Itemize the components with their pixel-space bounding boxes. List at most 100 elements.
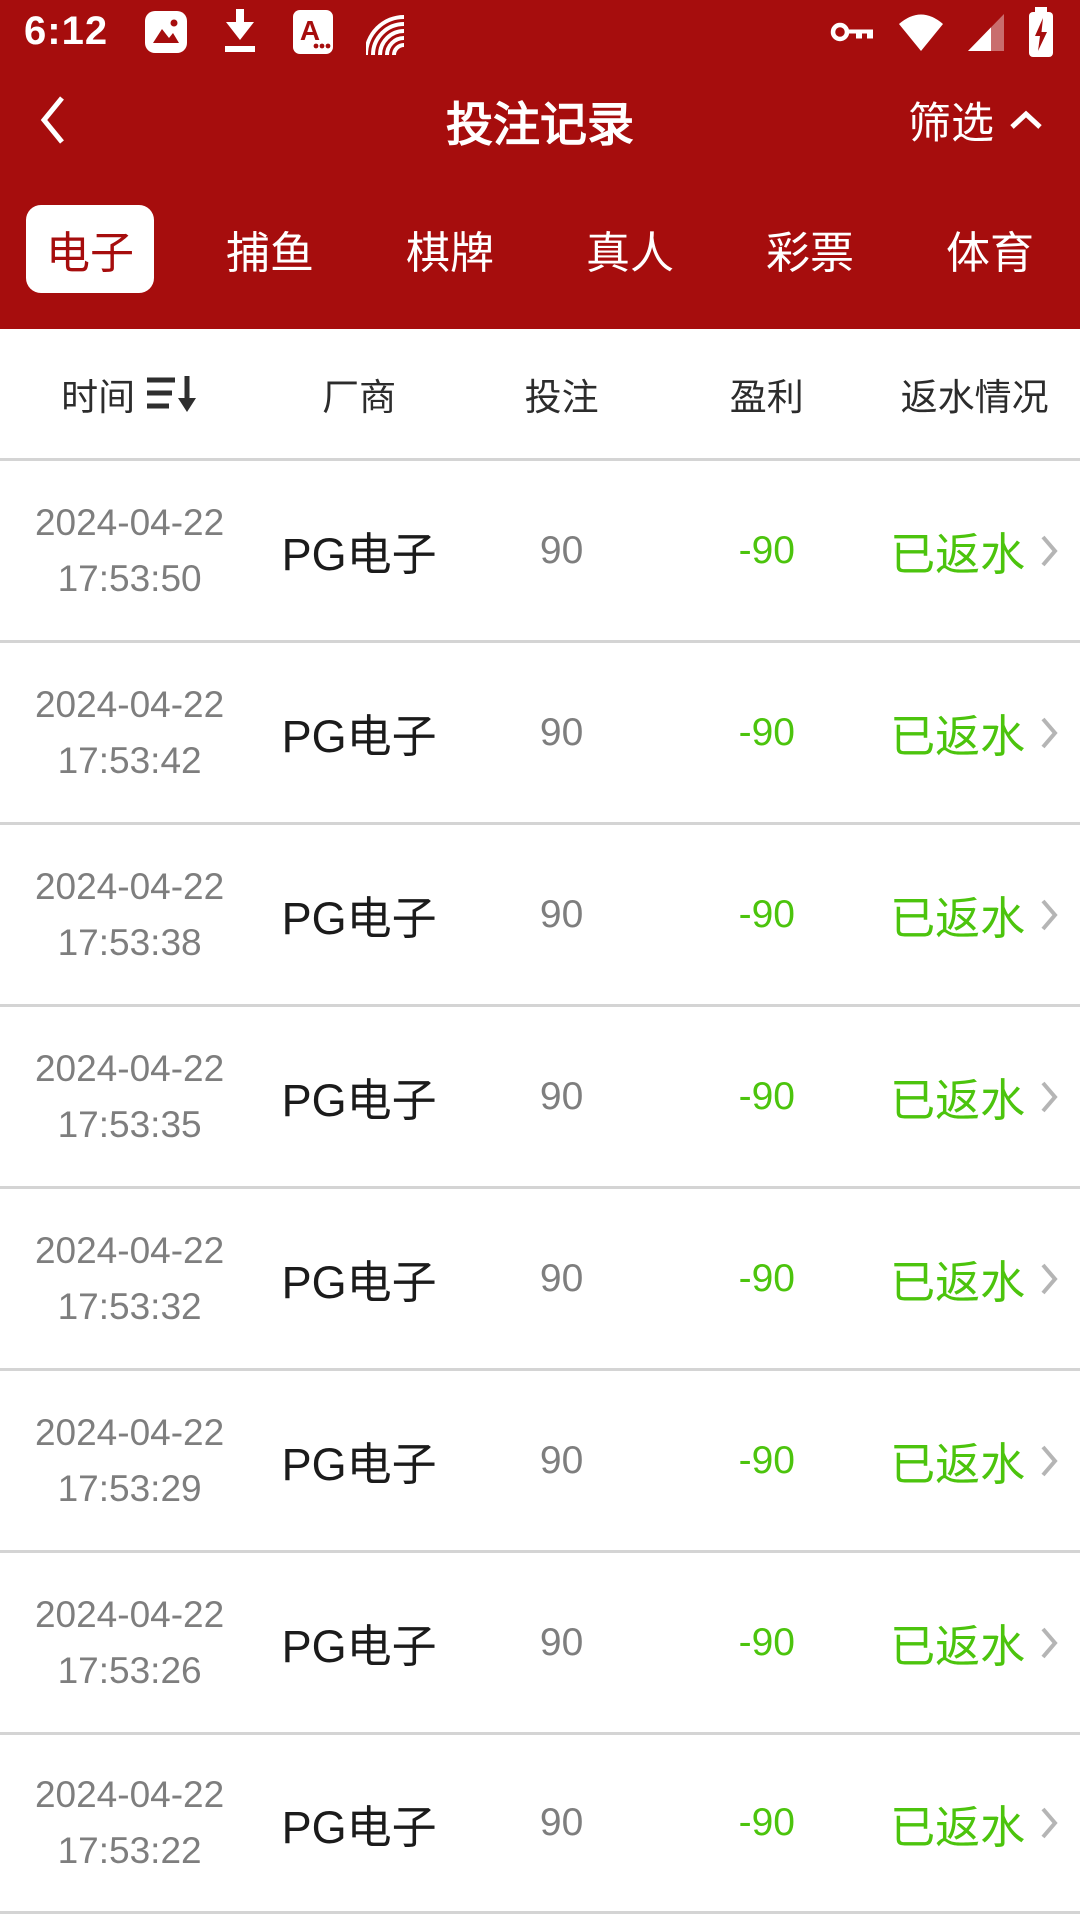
chevron-right-icon [1041,1807,1058,1839]
table-row[interactable]: 2024-04-22 17:53:38 PG电子 90 -90 已返水 [0,822,1080,1004]
chevron-right-icon [1041,717,1058,748]
tab-label: 彩票 [766,229,854,278]
records-list: 2024-04-22 17:53:50 PG电子 90 -90 已返水 2024… [0,458,1080,1914]
row-rebate-status[interactable]: 已返水 [869,882,1080,947]
chevron-right-icon [1041,1627,1058,1658]
row-date-text: 2024-04-22 [34,1229,225,1271]
row-time-text: 17:53:50 [57,557,202,599]
row-date-text: 2024-04-22 [34,1047,225,1089]
row-time: 2024-04-22 17:53:26 [0,1587,259,1699]
photo-icon [145,10,188,53]
a-app-icon: A [293,9,334,54]
row-bet-amount: 90 [539,528,584,572]
tab-item[interactable]: 真人 [566,205,694,293]
row-rebate-status[interactable]: 已返水 [869,518,1080,583]
row-rebate-status[interactable]: 已返水 [869,1428,1080,1493]
column-header-time-label: 时间 [61,376,136,418]
column-header-rebate: 返水情况 [900,376,1049,418]
row-bet-amount: 90 [539,1438,584,1482]
row-rebate-status[interactable]: 已返水 [869,1064,1080,1129]
table-row[interactable]: 2024-04-22 17:53:42 PG电子 90 -90 已返水 [0,640,1080,822]
row-bet-amount: 90 [539,710,584,754]
row-time-text: 17:53:42 [57,739,202,781]
wifi-icon [899,14,943,51]
chevron-right-icon [1041,1081,1058,1112]
row-time-text: 17:53:26 [57,1649,202,1691]
category-tab-bar: 电子 捕鱼 棋牌 真人 彩票 体育 [0,177,1080,329]
row-bet-amount: 90 [539,1074,584,1118]
row-time-text: 17:53:22 [57,1830,202,1871]
page-title: 投注记录 [446,97,634,151]
sort-descending-icon [147,375,197,412]
column-header-bet: 投注 [524,376,599,418]
filter-button[interactable]: 筛选 [908,89,1044,151]
row-vendor: PG电子 [281,1257,437,1308]
tab-item[interactable]: 彩票 [746,205,874,293]
status-time: 6:12 [24,9,109,53]
chevron-up-icon [1010,110,1042,129]
rebate-status-label: 已返水 [890,529,1026,580]
row-vendor: PG电子 [281,1075,437,1126]
svg-text:A: A [300,15,320,46]
row-vendor: PG电子 [281,1621,437,1672]
rebate-status-label: 已返水 [890,1801,1026,1853]
row-time: 2024-04-22 17:53:29 [0,1405,259,1517]
column-header-time[interactable]: 时间 [0,367,259,421]
tab-item[interactable]: 棋牌 [386,205,514,293]
tab-label: 体育 [946,229,1034,278]
table-row[interactable]: 2024-04-22 17:53:50 PG电子 90 -90 已返水 [0,458,1080,640]
row-profit: -90 [738,710,795,754]
row-profit: -90 [738,1801,795,1844]
row-bet-amount: 90 [539,892,584,936]
chevron-right-icon [1041,1263,1058,1294]
row-time: 2024-04-22 17:53:42 [0,677,259,789]
row-vendor: PG电子 [281,1439,437,1490]
table-row[interactable]: 2024-04-22 17:53:22 PG电子 90 -90 已返水 [0,1732,1080,1914]
row-time: 2024-04-22 17:53:35 [0,1041,259,1153]
row-date-text: 2024-04-22 [34,865,225,907]
tab-item[interactable]: 电子 [26,205,154,293]
rebate-status-label: 已返水 [890,1257,1026,1308]
tab-label: 真人 [586,229,674,278]
status-left-icons: A [144,8,408,56]
row-time: 2024-04-22 17:53:32 [0,1223,259,1335]
row-profit: -90 [738,1438,795,1482]
download-icon [225,8,256,52]
row-rebate-status[interactable]: 已返水 [869,1246,1080,1311]
row-vendor: PG电子 [281,529,437,580]
row-profit: -90 [738,1256,795,1300]
row-rebate-status[interactable]: 已返水 [869,1791,1080,1856]
row-rebate-status[interactable]: 已返水 [869,1610,1080,1675]
rebate-status-label: 已返水 [890,1439,1026,1490]
chevron-right-icon [1041,899,1058,930]
tab-item[interactable]: 捕鱼 [206,205,334,293]
fingerprint-icon [366,14,405,55]
row-time-text: 17:53:38 [57,921,202,963]
back-icon[interactable] [36,92,70,148]
nav-bar: 投注记录 筛选 [0,63,1080,177]
status-bar: 6:12 A [0,0,1080,63]
row-date-text: 2024-04-22 [34,1774,225,1815]
tab-item[interactable]: 体育 [926,205,1054,293]
rebate-status-label: 已返水 [890,1075,1026,1126]
rebate-status-label: 已返水 [890,711,1026,762]
table-row[interactable]: 2024-04-22 17:53:32 PG电子 90 -90 已返水 [0,1186,1080,1368]
column-header-vendor: 厂商 [322,376,397,418]
header-block: 6:12 A [0,0,1080,329]
table-row[interactable]: 2024-04-22 17:53:35 PG电子 90 -90 已返水 [0,1004,1080,1186]
status-right-icons [830,6,1056,58]
row-bet-amount: 90 [539,1256,584,1300]
row-vendor: PG电子 [281,893,437,944]
row-time-text: 17:53:29 [57,1467,202,1509]
vpn-key-icon [830,22,873,41]
table-row[interactable]: 2024-04-22 17:53:29 PG电子 90 -90 已返水 [0,1368,1080,1550]
row-time: 2024-04-22 17:53:22 [0,1767,259,1879]
cell-signal-icon [968,13,1004,51]
row-date-text: 2024-04-22 [34,1593,225,1635]
table-row[interactable]: 2024-04-22 17:53:26 PG电子 90 -90 已返水 [0,1550,1080,1732]
tab-label: 电子 [46,229,134,278]
row-time-text: 17:53:35 [57,1103,202,1145]
chevron-right-icon [1041,535,1058,566]
row-rebate-status[interactable]: 已返水 [869,700,1080,765]
